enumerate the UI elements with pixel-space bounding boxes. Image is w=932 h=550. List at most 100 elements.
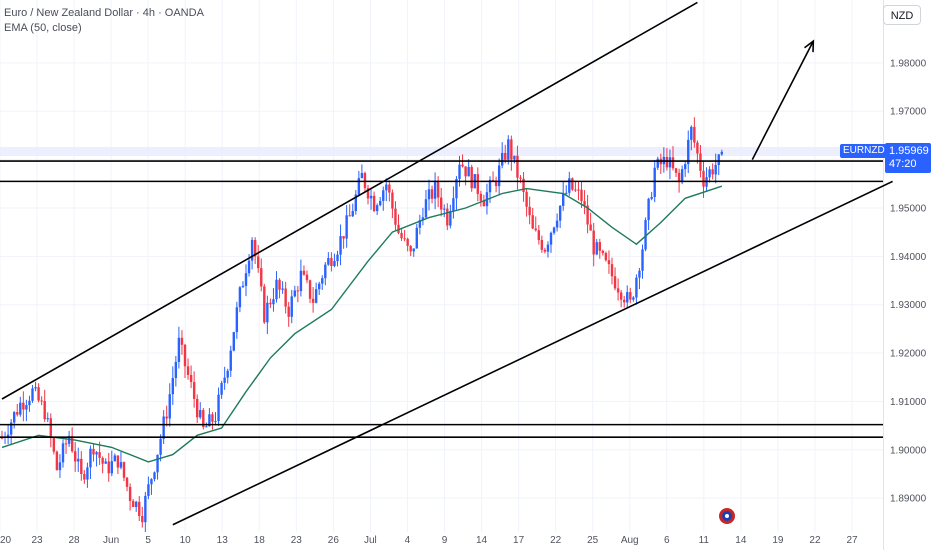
- candle: [516, 145, 519, 190]
- candle: [635, 274, 638, 305]
- candle-body: [287, 306, 290, 317]
- candle-body: [253, 239, 257, 257]
- candle: [253, 237, 257, 265]
- candle-body: [202, 410, 205, 428]
- trend-drawings[interactable]: [0, 1, 893, 526]
- candle-body: [70, 436, 74, 452]
- candle: [562, 181, 565, 211]
- candle: [668, 149, 672, 180]
- candle: [464, 166, 467, 186]
- candle-body: [74, 451, 77, 462]
- candle: [281, 281, 284, 294]
- event-marker[interactable]: [719, 508, 735, 524]
- candle-body: [211, 414, 214, 422]
- candle-body: [308, 280, 312, 299]
- candle-body: [525, 191, 528, 207]
- candle: [92, 444, 95, 462]
- candle: [147, 476, 150, 500]
- candle-body: [281, 288, 284, 290]
- y-tick-label: 1.93000: [890, 300, 927, 311]
- currency-button[interactable]: NZD: [883, 5, 921, 25]
- last-price-value: 1.95969: [889, 145, 929, 157]
- candle-body: [482, 200, 486, 207]
- candle: [696, 140, 699, 164]
- candle-body: [574, 189, 577, 191]
- candle: [558, 205, 562, 228]
- candle: [491, 171, 495, 181]
- candle-body: [379, 200, 382, 206]
- candle-body: [528, 206, 531, 216]
- candle-body: [522, 178, 525, 192]
- candle-body: [284, 288, 287, 307]
- candle: [449, 204, 452, 229]
- candle: [446, 203, 449, 231]
- candle: [272, 288, 275, 312]
- price-axis[interactable]: 1.980001.970001.960001.950001.940001.930…: [890, 58, 927, 504]
- candle: [534, 216, 537, 232]
- candle-body: [55, 451, 59, 471]
- candle: [543, 247, 547, 254]
- candle-body: [458, 164, 461, 179]
- candle: [263, 283, 266, 324]
- candle-body: [80, 458, 83, 475]
- candle-body: [162, 416, 165, 439]
- candle: [107, 452, 110, 482]
- candle-body: [693, 126, 696, 143]
- candle-body: [101, 457, 104, 464]
- candle-body: [43, 400, 46, 420]
- candle: [95, 451, 98, 467]
- candle-body: [217, 394, 220, 422]
- candle-body: [19, 402, 22, 415]
- candle: [641, 244, 644, 279]
- candle: [598, 238, 601, 259]
- candle-body: [592, 230, 595, 255]
- x-tick-label: 5: [145, 535, 151, 546]
- candle: [583, 190, 586, 215]
- y-tick-label: 1.94000: [890, 252, 927, 263]
- candle-body: [375, 205, 379, 212]
- candle: [141, 506, 144, 528]
- candle-body: [616, 288, 620, 293]
- candle: [632, 296, 635, 302]
- candle: [269, 298, 272, 309]
- candle-body: [278, 279, 281, 290]
- x-tick-label: 19: [772, 535, 784, 546]
- candle: [113, 453, 117, 462]
- candle: [104, 458, 107, 464]
- time-axis-bg: [0, 532, 883, 550]
- symbol-title[interactable]: Euro / New Zealand Dollar · 4h · OANDA: [4, 7, 204, 19]
- candle-body: [31, 388, 34, 401]
- candle-body: [34, 387, 37, 389]
- candle-body: [580, 189, 583, 202]
- candle: [318, 281, 321, 296]
- candle-body: [519, 177, 522, 179]
- candle-body: [433, 180, 437, 199]
- candle: [647, 197, 650, 231]
- candle: [220, 380, 223, 399]
- candle-body: [153, 472, 156, 480]
- candle: [574, 181, 577, 192]
- candle-body: [540, 239, 544, 250]
- candle-body: [717, 154, 720, 166]
- candle: [80, 451, 83, 481]
- candle-body: [461, 164, 464, 167]
- candle: [192, 371, 196, 408]
- candle-body: [626, 292, 629, 303]
- candle-body: [415, 227, 418, 249]
- candle: [546, 241, 550, 258]
- candle-body: [501, 152, 504, 166]
- candle: [430, 185, 434, 204]
- indicator-label[interactable]: EMA (50, close): [4, 22, 82, 34]
- candle-body: [589, 224, 592, 231]
- candle-body: [440, 197, 443, 210]
- candle-body: [641, 249, 644, 271]
- candle: [131, 498, 135, 507]
- candle: [196, 394, 199, 423]
- candle-body: [397, 224, 400, 233]
- candle-body: [635, 277, 638, 298]
- bar-countdown: 47:20: [889, 158, 917, 170]
- time-axis[interactable]: 20 23 28 Jun 5 10 13 18 23 26 Jul 4 9 14 17 22 25 Aug 6 11 1…: [0, 532, 883, 550]
- candle: [592, 222, 595, 267]
- candle: [211, 412, 214, 430]
